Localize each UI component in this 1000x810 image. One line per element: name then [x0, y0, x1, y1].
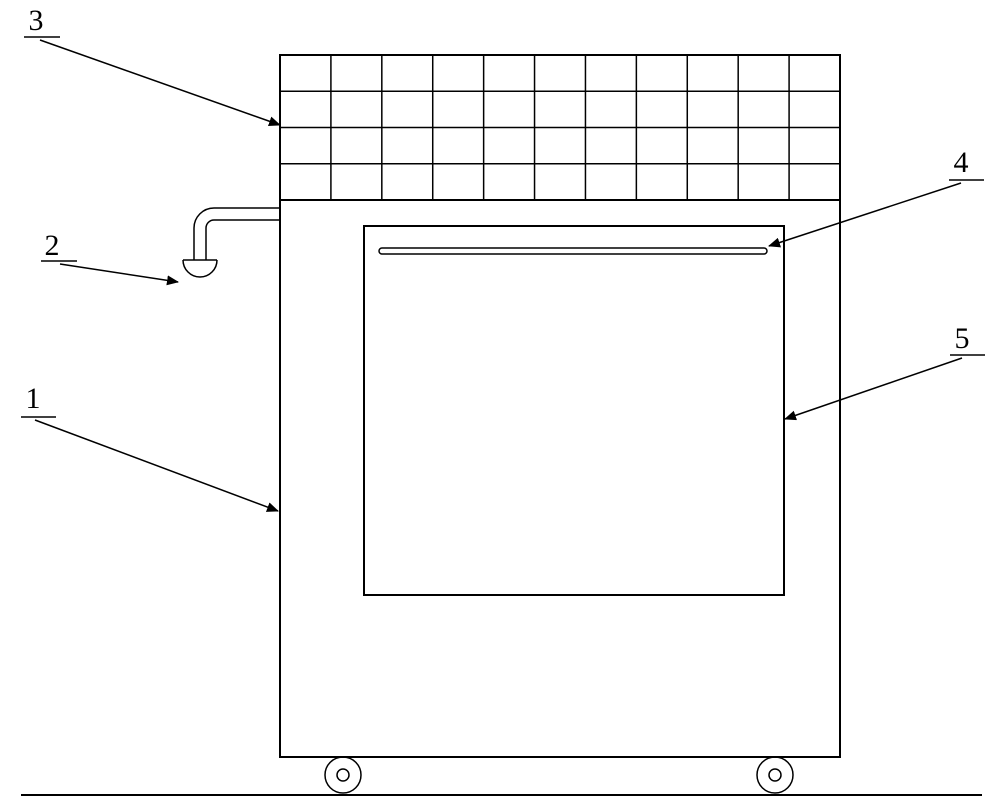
handle-cap-right: [764, 248, 767, 254]
leader-5: [785, 358, 962, 419]
label-2: 2: [45, 229, 60, 262]
leader-2: [60, 264, 178, 282]
handle-cap-left: [379, 248, 382, 254]
diagram-svg: 1 2 3 4 5: [0, 0, 1000, 810]
wheel-0-outer: [325, 757, 361, 793]
wheel-1-inner: [769, 769, 781, 781]
leader-4: [769, 183, 961, 246]
door-rect: [364, 226, 784, 595]
pipe-cap: [183, 260, 217, 277]
wheel-1-outer: [757, 757, 793, 793]
label-5: 5: [955, 322, 970, 355]
pipe-bend-outer: [194, 208, 214, 228]
leader-1: [35, 420, 278, 511]
wheel-0-inner: [337, 769, 349, 781]
leader-3: [40, 40, 280, 125]
label-4: 4: [954, 146, 969, 179]
label-3: 3: [29, 4, 44, 37]
pipe-bend-inner: [206, 220, 214, 228]
label-1: 1: [26, 382, 41, 415]
